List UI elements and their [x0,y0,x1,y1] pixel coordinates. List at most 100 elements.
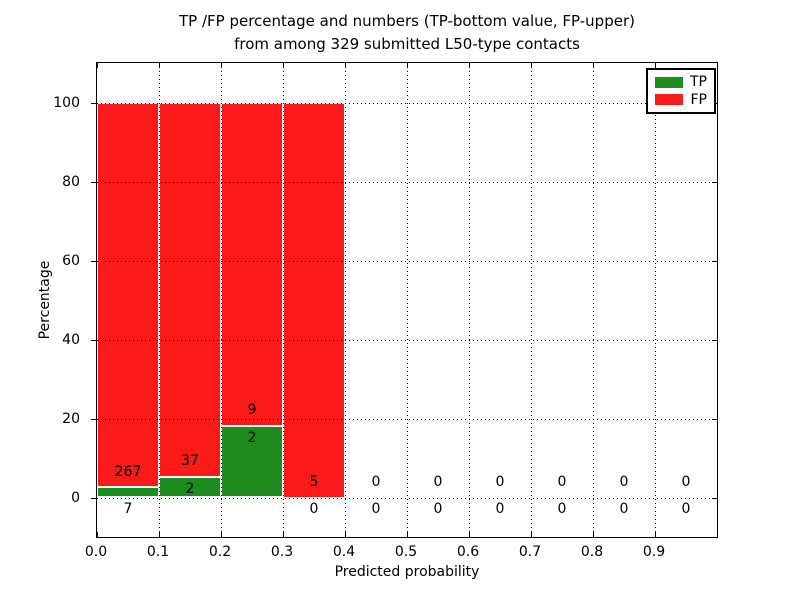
grid-line-vertical [531,63,532,537]
x-axis-tick-labels: 0.0 0.1 0.2 0.3 0.4 0.5 0.6 0.7 0.8 0.9 [85,544,718,562]
grid-line-vertical [159,63,160,537]
tp-count-label: 0 [681,501,691,518]
x-axis-tick [469,532,470,537]
x-tick-label: 0.7 [518,544,542,560]
x-axis-tick [531,63,532,68]
legend-item-tp: TP [655,75,707,89]
fp-count-label: 9 [247,401,257,418]
grid-line-vertical [593,63,594,537]
fp-count-label: 0 [495,473,505,490]
grid-line-vertical [407,63,408,537]
tp-count-label: 0 [371,501,381,518]
x-axis-tick [407,532,408,537]
x-tick-label: 0.3 [270,544,294,560]
y-tick-label: 80 [62,173,80,190]
y-axis-tick [91,498,97,499]
bar-tp-segment [97,487,159,498]
x-tick-label: 0.8 [580,544,604,560]
tp-count-label: 2 [185,481,195,498]
x-axis-tick [97,63,98,68]
y-axis-tick [712,182,717,183]
x-tick-label: 0.6 [456,544,480,560]
grid-line-horizontal [97,182,717,183]
x-axis-tick [593,63,594,68]
fp-count-label: 5 [309,473,319,490]
grid-line-horizontal [97,103,717,104]
chart-title: TP /FP percentage and numbers (TP-bottom… [96,10,718,56]
x-axis-tick [159,63,160,68]
grid-line-vertical [283,63,284,537]
tp-count-label: 0 [309,501,319,518]
x-axis-tick [593,532,594,537]
y-axis-label: Percentage [37,260,53,340]
bar-fp-segment [221,102,283,426]
x-axis-tick [469,63,470,68]
fp-legend-swatch [655,94,683,106]
grid-line-vertical [345,63,346,537]
bar-fp-segment [97,102,159,488]
y-tick-label: 60 [62,252,80,269]
x-tick-label: 0.5 [394,544,418,560]
y-axis-tick [91,419,97,420]
legend: TP FP [646,68,716,114]
y-axis-tick [91,182,97,183]
grid-line-vertical [469,63,470,537]
bar-tp-segment [221,425,283,498]
fp-count-label: 0 [371,473,381,490]
grid-line-horizontal [97,261,717,262]
plot-inner: 267 7 37 2 9 2 5 0 0 0 0 0 0 0 0 0 0 0 0 0 [91,63,717,537]
grid-line-vertical [221,63,222,537]
y-axis-tick [91,103,97,104]
x-axis-tick [221,63,222,68]
x-tick-label: 0.1 [146,544,170,560]
y-axis-tick [91,261,97,262]
tp-count-label: 7 [123,501,133,518]
y-axis-tick [91,340,97,341]
x-tick-label: 0.0 [84,544,108,560]
fp-legend-label: FP [690,91,708,108]
tp-count-label: 2 [247,429,257,446]
fp-count-label: 0 [619,473,629,490]
fp-count-label: 37 [181,453,199,470]
grid-line-horizontal [97,419,717,420]
fp-count-label: 0 [557,473,567,490]
x-axis-label: Predicted probability [334,564,480,580]
tp-legend-label: TP [690,74,707,91]
y-axis-tick [712,498,717,499]
x-tick-label: 0.4 [332,544,356,560]
x-axis-tick [655,63,656,68]
y-axis-tick [712,419,717,420]
x-axis-tick [159,532,160,537]
x-axis-tick [283,532,284,537]
x-axis-tick [531,532,532,537]
fp-count-label: 267 [114,463,142,480]
y-tick-label: 40 [62,331,80,348]
x-axis-tick [407,63,408,68]
plot-area: 267 7 37 2 9 2 5 0 0 0 0 0 0 0 0 0 0 0 0 0 TP FP [91,62,718,538]
x-axis-tick [283,63,284,68]
x-axis-tick [655,532,656,537]
x-axis-tick [345,532,346,537]
x-axis-tick [345,63,346,68]
x-axis-tick [97,532,98,537]
tp-count-label: 0 [433,501,443,518]
y-axis-tick [712,340,717,341]
bar-fp-segment [283,102,345,498]
bar-fp-segment [159,102,221,478]
chart-title-line-1: TP /FP percentage and numbers (TP-bottom… [179,12,635,30]
tp-count-label: 0 [619,501,629,518]
legend-item-fp: FP [655,93,707,107]
tp-count-label: 0 [557,501,567,518]
tp-count-label: 0 [495,501,505,518]
grid-line-horizontal [97,498,717,499]
y-tick-label: 20 [62,410,80,427]
grid-line-horizontal [97,340,717,341]
fp-count-label: 0 [681,473,691,490]
fp-count-label: 0 [433,473,443,490]
y-tick-label: 0 [71,489,80,506]
y-tick-label: 100 [53,94,80,111]
x-tick-label: 0.2 [208,544,232,560]
y-axis-tick [712,261,717,262]
y-axis-tick-labels: 0 20 40 60 80 100 [0,62,88,538]
